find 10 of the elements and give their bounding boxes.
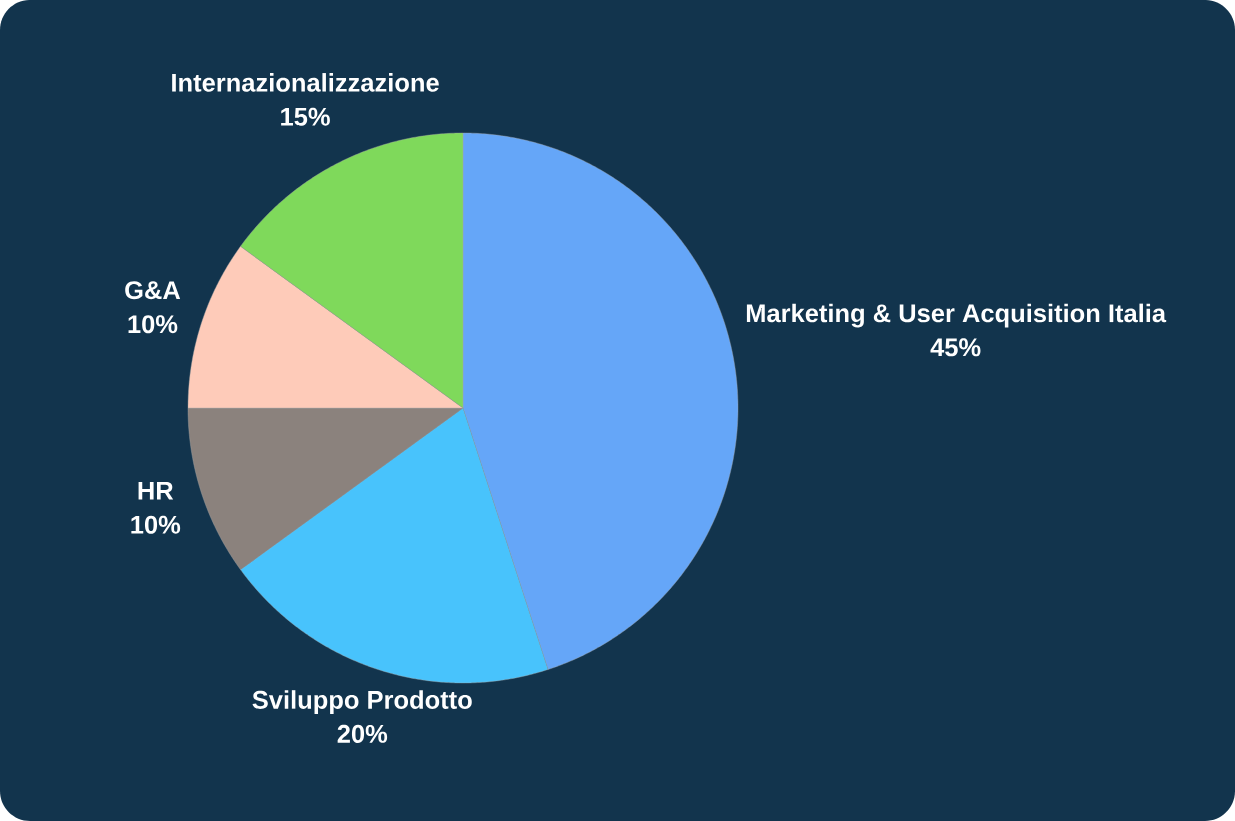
data-label: 20% [337, 724, 388, 743]
slice-label: Sviluppo Prodotto [252, 690, 472, 714]
data-label: 10% [128, 315, 178, 334]
data-label: 45% [930, 338, 981, 357]
slice-label: HR [138, 482, 174, 500]
data-label: 10% [131, 515, 181, 534]
slice-label: Marketing & User Acquisition Italia [746, 303, 1167, 328]
slice-label: G&A [125, 281, 181, 300]
slice-label: Internazionalizzazione [172, 73, 439, 92]
data-label: 15% [281, 107, 330, 126]
